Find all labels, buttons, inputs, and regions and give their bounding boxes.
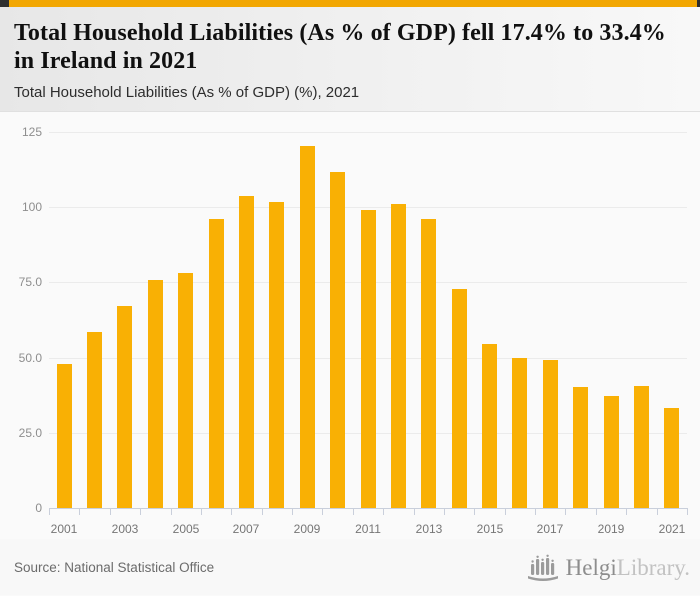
bar-2009[interactable] bbox=[300, 146, 315, 508]
x-axis-tick bbox=[687, 509, 688, 515]
x-axis-tick bbox=[292, 509, 293, 515]
chart-footer: Source: National Statistical Office bbox=[0, 539, 700, 595]
y-axis-label: 125 bbox=[21, 125, 42, 139]
x-axis-tick bbox=[383, 509, 384, 515]
logo-text-helgi: Helgi bbox=[565, 554, 617, 580]
x-axis-tick bbox=[171, 509, 172, 515]
x-axis-tick bbox=[565, 509, 566, 515]
bar-2001[interactable] bbox=[57, 364, 72, 508]
x-axis-label: 2017 bbox=[536, 522, 564, 536]
bar-2015[interactable] bbox=[482, 344, 497, 508]
x-axis-label: 2021 bbox=[658, 522, 686, 536]
bar-2004[interactable] bbox=[148, 280, 163, 508]
x-axis-tick bbox=[262, 509, 263, 515]
bar-2010[interactable] bbox=[330, 172, 345, 508]
x-axis-line bbox=[49, 508, 688, 509]
bar-2008[interactable] bbox=[269, 202, 284, 508]
logo-text: HelgiLibrary. bbox=[566, 556, 690, 579]
bar-2020[interactable] bbox=[634, 386, 649, 508]
x-axis-tick bbox=[657, 509, 658, 515]
x-axis-tick bbox=[79, 509, 80, 515]
x-axis-label: 2015 bbox=[476, 522, 504, 536]
y-axis-label: 100 bbox=[21, 200, 42, 214]
x-axis-tick bbox=[535, 509, 536, 515]
page-title: Total Household Liabilities (As % of GDP… bbox=[14, 20, 666, 74]
x-axis-label: 2009 bbox=[293, 522, 321, 536]
bar-2014[interactable] bbox=[452, 289, 467, 508]
bar-chart: 0 25.0 50.0 75.0 100 125 2001 2003 2005 2007 2009… bbox=[0, 112, 700, 539]
x-axis-label: 2011 bbox=[355, 522, 381, 536]
y-axis-label: 0 bbox=[35, 501, 42, 515]
x-axis-tick bbox=[49, 509, 50, 515]
x-axis-tick bbox=[626, 509, 627, 515]
topbar-dark-right bbox=[697, 0, 700, 7]
x-axis-tick bbox=[505, 509, 506, 515]
x-axis-tick bbox=[231, 509, 232, 515]
x-axis-tick bbox=[140, 509, 141, 515]
bar-2019[interactable] bbox=[604, 396, 619, 508]
x-axis-tick bbox=[322, 509, 323, 515]
bar-2012[interactable] bbox=[391, 204, 406, 508]
bar-2002[interactable] bbox=[87, 332, 102, 508]
x-axis-label: 2001 bbox=[50, 522, 78, 536]
y-axis-label: 50.0 bbox=[18, 351, 42, 365]
x-axis-tick bbox=[353, 509, 354, 515]
x-axis-label: 2013 bbox=[415, 522, 443, 536]
bar-2005[interactable] bbox=[178, 273, 193, 508]
y-axis-label: 25.0 bbox=[18, 426, 42, 440]
helgilibrary-logo[interactable]: HelgiLibrary. bbox=[527, 550, 690, 584]
bar-2013[interactable] bbox=[421, 219, 436, 508]
bar-2018[interactable] bbox=[573, 387, 588, 508]
bar-2017[interactable] bbox=[543, 360, 558, 508]
x-axis-tick bbox=[201, 509, 202, 515]
x-axis-tick bbox=[474, 509, 475, 515]
helgilibrary-logo-icon bbox=[527, 554, 558, 581]
bar-2011[interactable] bbox=[361, 210, 376, 508]
topbar-dark-left bbox=[0, 0, 9, 7]
gridline bbox=[49, 132, 687, 133]
x-axis-label: 2005 bbox=[172, 522, 200, 536]
page-subtitle: Total Household Liabilities (As % of GDP… bbox=[14, 84, 360, 101]
x-axis-tick bbox=[414, 509, 415, 515]
gridline bbox=[49, 207, 687, 208]
bar-2021[interactable] bbox=[664, 408, 679, 508]
x-axis-tick bbox=[444, 509, 445, 515]
bar-2003[interactable] bbox=[117, 306, 132, 508]
x-axis-tick bbox=[110, 509, 111, 515]
topbar-accent bbox=[9, 0, 697, 7]
source-text: Source: National Statistical Office bbox=[14, 559, 215, 575]
bar-2006[interactable] bbox=[209, 219, 224, 508]
logo-text-library: Library. bbox=[616, 554, 690, 580]
chart-header: Total Household Liabilities (As % of GDP… bbox=[0, 7, 700, 112]
x-axis-label: 2003 bbox=[111, 522, 139, 536]
bar-2007[interactable] bbox=[239, 196, 254, 508]
top-accent-bar bbox=[0, 0, 700, 7]
x-axis-label: 2007 bbox=[232, 522, 260, 536]
bar-2016[interactable] bbox=[512, 358, 527, 508]
x-axis-label: 2019 bbox=[597, 522, 625, 536]
y-axis-label: 75.0 bbox=[18, 275, 42, 289]
x-axis-tick bbox=[596, 509, 597, 515]
